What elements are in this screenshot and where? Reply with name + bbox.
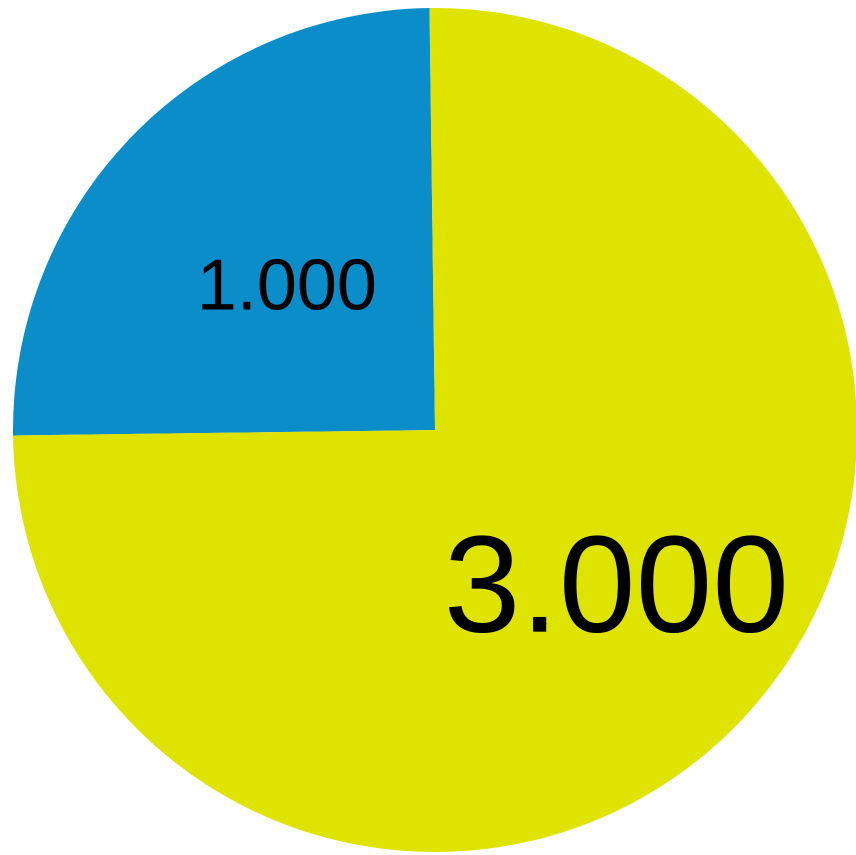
- pie-slice-label-2: 3.000: [444, 508, 789, 662]
- pie-slice-2: [13, 8, 856, 852]
- pie-slices: [13, 8, 856, 852]
- pie-slice-label-1: 1.000: [197, 246, 377, 326]
- pie-labels: 1.000 3.000: [197, 246, 789, 662]
- pie-slice-1: [13, 8, 436, 436]
